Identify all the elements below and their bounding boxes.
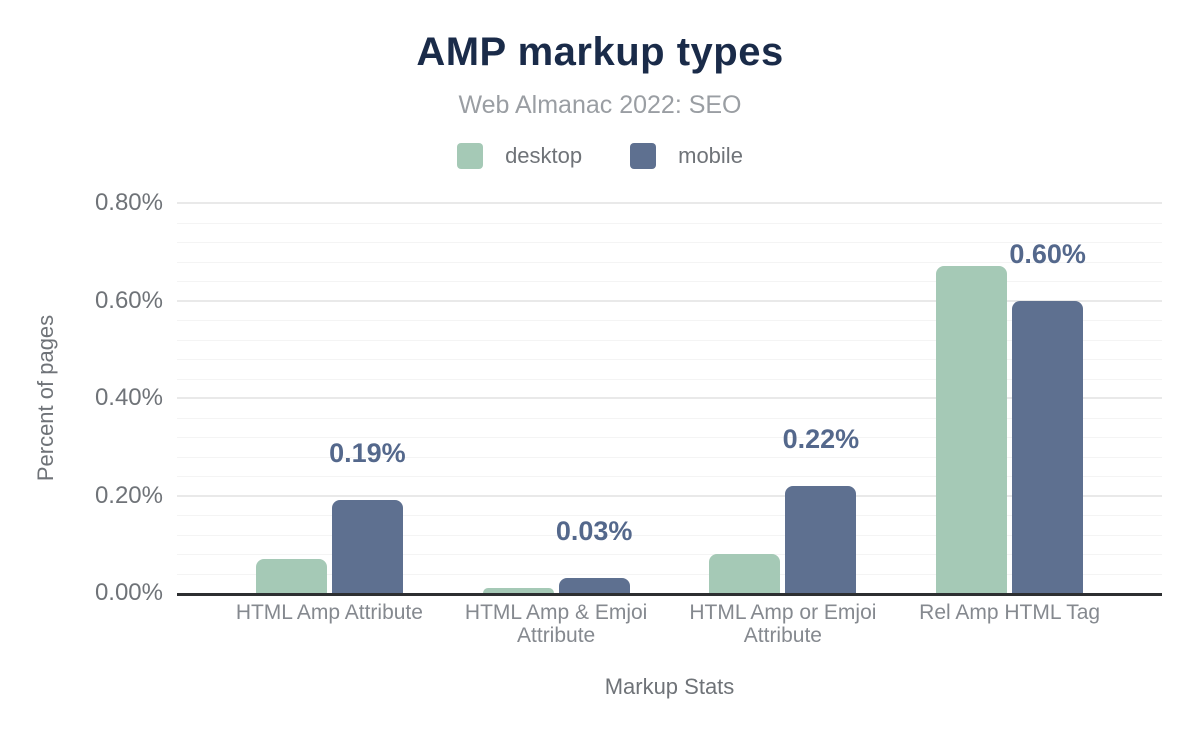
gridline-minor — [177, 320, 1162, 321]
legend-swatch-mobile — [630, 143, 657, 169]
bar-value-label: 0.03% — [555, 516, 633, 547]
gridline-minor — [177, 281, 1162, 282]
x-axis-labels: HTML Amp Attribute HTML Amp & Emjoi Attri… — [177, 601, 1162, 647]
gridline-minor — [177, 554, 1162, 555]
gridline-major — [177, 397, 1162, 399]
gridline-minor — [177, 242, 1162, 243]
y-tick-label: 0.00% — [94, 579, 163, 606]
x-category-label-text: HTML Amp Attribute — [235, 601, 423, 624]
gridline-minor — [177, 339, 1162, 341]
x-category-label-1: HTML Amp & Emjoi Attribute — [443, 601, 670, 647]
gridline-minor — [177, 456, 1162, 458]
y-tick-label: 0.40% — [94, 384, 163, 411]
y-tick-label: 0.80% — [94, 189, 163, 216]
gridline-minor — [177, 437, 1162, 438]
bar-desktop-3 — [936, 266, 1008, 593]
legend-item-mobile: mobile — [630, 143, 743, 169]
gridline-minor — [177, 261, 1162, 263]
gridline-minor — [177, 534, 1162, 536]
gridline-minor — [177, 573, 1162, 575]
gridline-minor — [177, 378, 1162, 380]
x-category-label-3: Rel Amp HTML Tag — [896, 601, 1123, 647]
legend-swatch-desktop — [457, 143, 484, 169]
bar-group-0: 0.19% — [216, 203, 443, 593]
plot-area: 0.19% 0.03% 0.22% 0.60% — [177, 202, 1162, 596]
bar-value-label: 0.60% — [1009, 238, 1086, 269]
gridline-minor — [177, 476, 1162, 477]
y-axis-ticks: 0.00% 0.20% 0.40% 0.60% 0.80% — [0, 189, 163, 606]
gridline-major — [177, 299, 1162, 302]
gridline-minor — [177, 417, 1162, 419]
x-category-label-text: HTML Amp & Emjoi Attribute — [464, 601, 648, 647]
x-category-label-text: HTML Amp or Emjoi Attribute — [689, 601, 877, 647]
gridline-minor — [177, 222, 1162, 224]
chart-subtitle: Web Almanac 2022: SEO — [458, 91, 742, 119]
bar-value-label: 0.19% — [329, 438, 406, 469]
y-tick-label: 0.20% — [94, 481, 163, 509]
bar-value-label: 0.22% — [782, 423, 860, 454]
legend: desktop mobile — [0, 143, 1200, 169]
x-category-label-0: HTML Amp Attribute — [216, 601, 443, 647]
bar-desktop-2 — [709, 554, 781, 593]
legend-item-desktop: desktop — [457, 143, 582, 169]
bar-mobile-3 — [1012, 300, 1084, 593]
chart-title: AMP markup types — [416, 30, 784, 74]
bar-mobile-0 — [331, 500, 403, 593]
legend-label-mobile: mobile — [678, 143, 743, 168]
legend-label-desktop: desktop — [505, 143, 583, 168]
bar-desktop-1 — [482, 588, 554, 593]
x-category-label-2: HTML Amp or Emjoi Attribute — [670, 601, 897, 647]
bar-mobile-2 — [785, 485, 857, 593]
y-tick-label: 0.60% — [94, 286, 163, 314]
bars-row: 0.19% 0.03% 0.22% 0.60% — [216, 203, 1123, 593]
gridline-major — [177, 494, 1162, 497]
bar-mobile-1 — [558, 578, 630, 593]
gridline-minor — [177, 359, 1162, 360]
x-category-label-text: Rel Amp HTML Tag — [919, 601, 1101, 624]
bar-desktop-0 — [255, 558, 327, 593]
x-axis-title: Markup Stats — [604, 674, 735, 699]
gridline-minor — [177, 515, 1162, 516]
gridline-major — [177, 202, 1162, 204]
bar-group-2: 0.22% — [670, 203, 897, 593]
bar-group-1: 0.03% — [443, 203, 670, 593]
bar-group-3: 0.60% — [896, 203, 1123, 593]
